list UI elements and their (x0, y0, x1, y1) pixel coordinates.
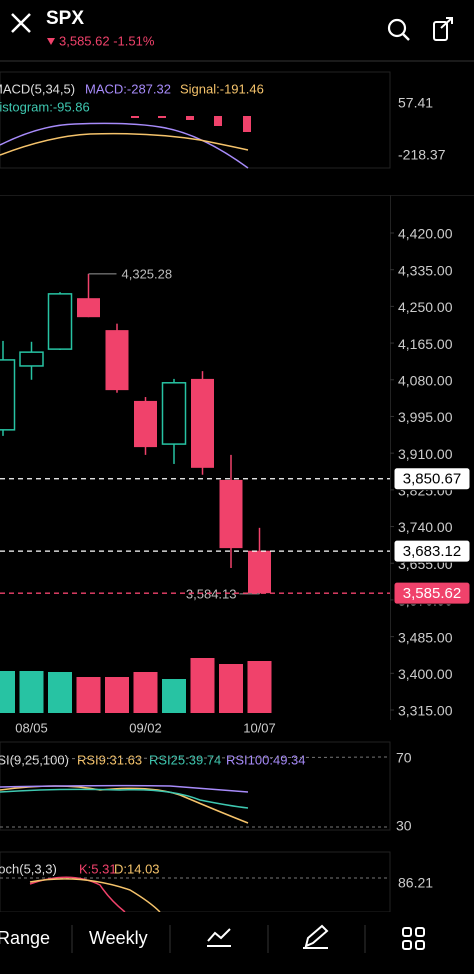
macd-frame (0, 71, 391, 169)
volume-bar (219, 664, 243, 713)
volume-bar (190, 658, 215, 713)
volume-bar (162, 679, 186, 713)
period-button[interactable]: Weekly (89, 928, 148, 948)
candle-body (105, 330, 129, 391)
stoch-panel: Stoch(5,3,3) K:5.31 D:14.03 86.21 (0, 851, 433, 913)
candle-body (77, 298, 100, 318)
indicator-icon[interactable] (207, 928, 231, 947)
y-tick-label: 3,910.00 (398, 446, 453, 462)
volume-bar (76, 677, 101, 713)
y-tick-label: 4,420.00 (398, 226, 453, 242)
share-icon[interactable] (433, 21, 448, 41)
rsi25-line (0, 788, 249, 809)
y-tick-label: 4,250.00 (398, 299, 453, 315)
rsi-panel: RSI(9,25,100) RSI9:31.63 RSI25:39.74 RSI… (0, 741, 412, 834)
macd-hist-bar (158, 116, 166, 118)
header-divider (0, 60, 474, 62)
macd-axis-bottom: -218.37 (398, 147, 446, 163)
volume-bar (247, 661, 272, 713)
x-tick-label: 08/05 (15, 720, 48, 735)
macd-histogram: Histogram:-95.86 (0, 99, 90, 114)
signal-line (0, 132, 249, 156)
toolbar: Range Weekly (0, 912, 474, 974)
macd-hist-bar (243, 116, 251, 132)
axis-border (390, 195, 391, 720)
volume-bar (19, 671, 44, 713)
macd-signal: Signal:-191.46 (180, 81, 264, 96)
stoch-axis-top: 86.21 (398, 875, 433, 891)
price-tag (393, 581, 471, 605)
macd-panel: MACD(5,34,5) MACD:-287.32 Signal:-191.46… (0, 71, 446, 169)
y-tick-label: 4,080.00 (398, 372, 453, 388)
x-tick-label: 09/02 (129, 720, 162, 735)
candle-body (47, 293, 73, 350)
stoch-frame (0, 851, 391, 913)
rsi9-line (0, 785, 249, 824)
macd-hist-bar (186, 116, 194, 120)
y-tick-label: 4,335.00 (398, 262, 453, 278)
macd-hist-bar (214, 116, 222, 126)
candle-body (0, 359, 16, 431)
header: SPX 3,585.62 -1.51% (11, 8, 453, 48)
annotation: 4,325.28 (122, 266, 173, 281)
rsi-frame (0, 741, 391, 831)
y-tick-label: 3,740.00 (398, 519, 453, 535)
y-tick-label: 3,315.00 (398, 703, 453, 719)
stoch-d: D:14.03 (114, 861, 160, 876)
price-tag (393, 467, 471, 491)
candle-body (19, 351, 44, 367)
share-arrow (440, 17, 453, 29)
price-tag (393, 539, 471, 563)
rsi-upper-line (0, 756, 391, 760)
stoch-k-line (29, 876, 126, 913)
volume-bar (0, 671, 15, 713)
y-tick-label: 3,995.00 (398, 409, 453, 425)
macd-hist-bar (131, 116, 139, 118)
stoch-k: K:5.31 (79, 861, 117, 876)
macd-value: MACD:-287.32 (85, 81, 171, 96)
price-tag-label: 3,683.12 (403, 543, 461, 560)
main-chart: 4,420.00 4,335.00 4,250.00 4,165.00 4,080.00… (0, 195, 474, 735)
y-tick-label: 3,485.00 (398, 629, 453, 645)
close-icon[interactable] (11, 13, 31, 33)
price-tag-label: 3,585.62 (403, 585, 461, 602)
toolbar-bg (0, 912, 474, 974)
y-tick-label: 4,165.00 (398, 336, 453, 352)
candle-body (248, 550, 271, 594)
rsi-axis-top: 70 (396, 750, 412, 766)
candle-body (161, 382, 187, 445)
volume-bar (105, 677, 129, 713)
chart-top-border (0, 195, 474, 196)
down-arrow (47, 38, 55, 45)
rsi-axis-bottom: 30 (396, 818, 412, 834)
macd-line (0, 122, 249, 169)
symbol: SPX (46, 8, 84, 29)
grid-icon[interactable] (402, 927, 425, 950)
x-tick-label: 10/07 (243, 720, 276, 735)
macd-label: MACD(5,34,5) (0, 81, 75, 96)
price-tag-label: 3,850.67 (403, 471, 461, 488)
volume-bar (133, 672, 158, 713)
rsi100: RSI100:49.34 (226, 752, 306, 767)
rsi-label: RSI(9,25,100) (0, 752, 69, 767)
stoch-d-line (29, 878, 161, 913)
candle-body (191, 378, 214, 468)
rsi100-line (0, 784, 249, 793)
rsi9: RSI9:31.63 (77, 752, 142, 767)
price-change: 3,585.62 -1.51% (59, 33, 155, 48)
volume-bar (48, 672, 72, 713)
stoch-label: Stoch(5,3,3) (0, 861, 57, 876)
range-button[interactable]: Range (0, 928, 50, 948)
draw-icon[interactable] (303, 924, 329, 949)
search-icon[interactable] (387, 18, 407, 38)
macd-axis-top: 57.41 (398, 95, 433, 111)
rsi25: RSI25:39.74 (149, 752, 221, 767)
search-icon-handle (402, 33, 410, 41)
candle-body (219, 479, 243, 549)
y-tick-label: 3,400.00 (398, 666, 453, 682)
candle-body (134, 400, 157, 448)
